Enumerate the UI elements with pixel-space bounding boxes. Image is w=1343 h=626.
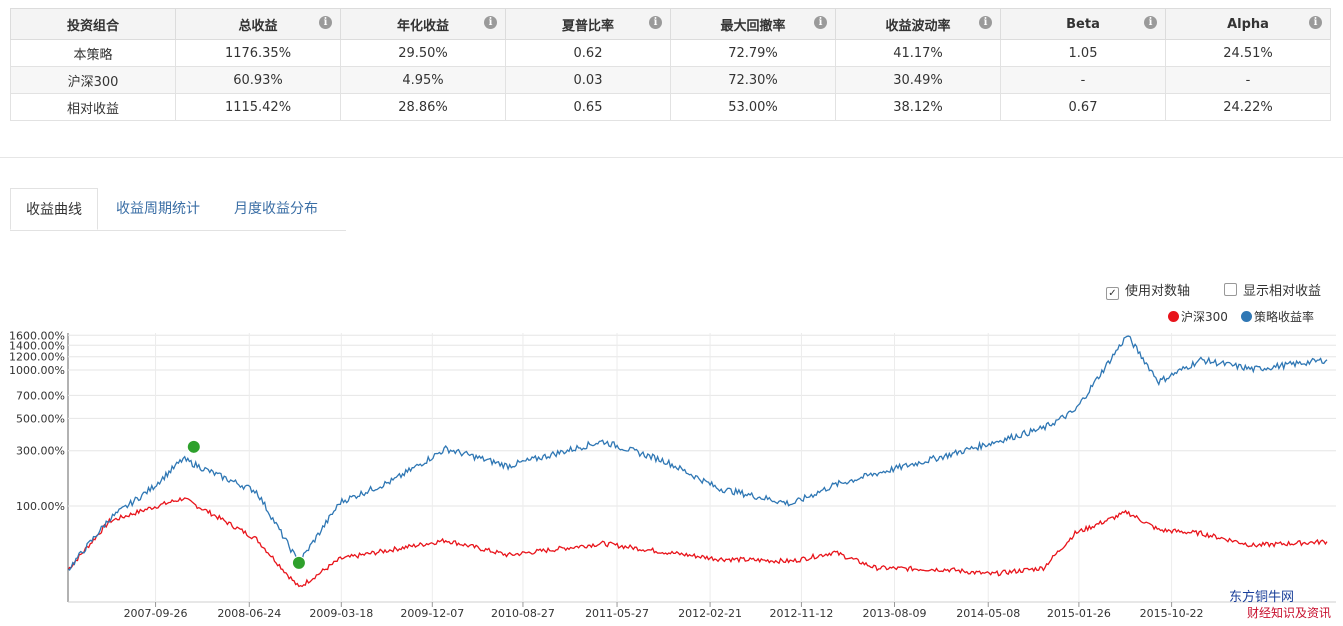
info-icon[interactable]: i	[814, 16, 827, 29]
y-tick-label: 300.00%	[16, 445, 65, 458]
tab-period-stats[interactable]: 收益周期统计	[116, 201, 200, 217]
x-tick-label: 2014-05-08	[956, 607, 1020, 620]
x-tick-label: 2011-05-27	[585, 607, 649, 620]
cell-portfolio: 沪深300	[10, 66, 176, 94]
strategy-legend-dot	[1241, 311, 1252, 322]
tab-return-curve[interactable]: 收益曲线	[10, 188, 98, 230]
benchmark-legend-label: 沪深300	[1181, 310, 1228, 324]
drawdown-marker	[186, 439, 201, 454]
header-portfolio: 投资组合	[10, 8, 176, 40]
header-label: 最大回撤率	[720, 18, 786, 34]
cell-alpha: -	[1165, 66, 1331, 94]
cell-volatility: 38.12%	[835, 93, 1001, 121]
table-row: 本策略 1176.35% 29.50% 0.62 72.79% 41.17% 1.05 24.…	[10, 39, 1331, 67]
cell-portfolio: 本策略	[10, 39, 176, 67]
relative-return-label: 显示相对收益	[1243, 284, 1322, 299]
header-label: 年化收益	[396, 18, 449, 34]
x-tick-label: 2008-06-24	[217, 607, 281, 620]
x-tick-label: 2009-12-07	[400, 607, 464, 620]
x-tick-label: 2009-03-18	[309, 607, 373, 620]
info-icon[interactable]: i	[979, 16, 992, 29]
table-row: 相对收益 1115.42% 28.86% 0.65 53.00% 38.12% 0.67 24…	[10, 93, 1331, 121]
benchmark-legend-dot	[1168, 311, 1179, 322]
cell-beta: 1.05	[1000, 39, 1166, 67]
x-tick-label: 2007-09-26	[124, 607, 188, 620]
cell-beta: 0.67	[1000, 93, 1166, 121]
x-tick-label: 2015-01-26	[1047, 607, 1111, 620]
cell-volatility: 41.17%	[835, 39, 1001, 67]
cell-max-drawdown: 72.30%	[670, 66, 836, 94]
log-axis-toggle[interactable]: ✓ 使用对数轴	[1106, 283, 1190, 301]
strategy-line	[67, 335, 1328, 571]
relative-return-checkbox[interactable]	[1224, 283, 1237, 296]
cell-annual-return: 28.86%	[340, 93, 506, 121]
header-alpha: Alpha i	[1165, 8, 1331, 40]
y-tick-label: 700.00%	[16, 389, 65, 402]
info-icon[interactable]: i	[1309, 16, 1322, 29]
cell-portfolio: 相对收益	[10, 93, 176, 121]
tab-bar: 收益曲线 收益周期统计 月度收益分布	[10, 188, 346, 231]
relative-return-toggle[interactable]: 显示相对收益	[1224, 283, 1321, 301]
header-max-drawdown: 最大回撤率 i	[670, 8, 836, 40]
x-tick-label: 2013-08-09	[863, 607, 927, 620]
header-label: 收益波动率	[885, 18, 951, 34]
x-tick-label: 2015-10-22	[1140, 607, 1204, 620]
cell-annual-return: 29.50%	[340, 39, 506, 67]
cell-sharpe: 0.03	[505, 66, 671, 94]
info-icon[interactable]: i	[649, 16, 662, 29]
cell-max-drawdown: 72.79%	[670, 39, 836, 67]
cell-sharpe: 0.65	[505, 93, 671, 121]
watermark-site-name: 东方铜牛网	[1229, 590, 1295, 605]
header-label: 总收益	[238, 18, 278, 34]
x-tick-label: 2012-11-12	[769, 607, 833, 620]
drawdown-marker	[291, 555, 306, 570]
cell-total-return: 1176.35%	[175, 39, 341, 67]
info-icon[interactable]: i	[484, 16, 497, 29]
header-label: 夏普比率	[561, 18, 614, 34]
log-axis-checkbox[interactable]: ✓	[1106, 287, 1119, 300]
info-icon[interactable]: i	[1144, 16, 1157, 29]
cell-annual-return: 4.95%	[340, 66, 506, 94]
header-label: Alpha	[1227, 16, 1269, 32]
y-tick-label: 1200.00%	[9, 351, 65, 364]
section-divider	[0, 157, 1343, 158]
header-label: Beta	[1066, 16, 1100, 32]
cell-sharpe: 0.62	[505, 39, 671, 67]
strategy-legend-label: 策略收益率	[1254, 310, 1315, 324]
header-total-return: 总收益 i	[175, 8, 341, 40]
y-tick-label: 100.00%	[16, 500, 65, 513]
header-label: 投资组合	[66, 18, 119, 34]
header-sharpe: 夏普比率 i	[505, 8, 671, 40]
cell-total-return: 1115.42%	[175, 93, 341, 121]
header-annual-return: 年化收益 i	[340, 8, 506, 40]
tab-monthly-distribution[interactable]: 月度收益分布	[234, 201, 318, 217]
benchmark-line	[67, 496, 1328, 588]
cell-alpha: 24.51%	[1165, 39, 1331, 67]
y-tick-label: 1600.00%	[9, 329, 65, 342]
header-beta: Beta i	[1000, 8, 1166, 40]
x-tick-label: 2010-08-27	[491, 607, 555, 620]
metrics-header-row: 投资组合 总收益 i 年化收益 i 夏普比率 i 最大回撤率 i 收益波动率 i Beta i Alpha…	[10, 8, 1331, 40]
metrics-table: 投资组合 总收益 i 年化收益 i 夏普比率 i 最大回撤率 i 收益波动率 i Beta i Alpha…	[10, 8, 1331, 121]
legend-strategy[interactable]: 策略收益率	[1241, 309, 1314, 325]
watermark-tagline: 财经知识及资讯	[1247, 606, 1332, 620]
log-axis-label: 使用对数轴	[1125, 284, 1191, 299]
cell-alpha: 24.22%	[1165, 93, 1331, 121]
x-tick-label: 2012-02-21	[678, 607, 742, 620]
cell-max-drawdown: 53.00%	[670, 93, 836, 121]
legend-benchmark[interactable]: 沪深300	[1168, 309, 1228, 325]
cell-total-return: 60.93%	[175, 66, 341, 94]
y-tick-label: 1000.00%	[9, 364, 65, 377]
table-row: 沪深300 60.93% 4.95% 0.03 72.30% 30.49% - -	[10, 66, 1331, 94]
y-tick-label: 500.00%	[16, 412, 65, 425]
cell-beta: -	[1000, 66, 1166, 94]
info-icon[interactable]: i	[319, 16, 332, 29]
header-volatility: 收益波动率 i	[835, 8, 1001, 40]
cell-volatility: 30.49%	[835, 66, 1001, 94]
y-tick-label: 1400.00%	[9, 339, 65, 352]
